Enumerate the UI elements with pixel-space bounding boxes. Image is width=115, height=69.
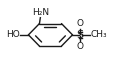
Text: H₂N: H₂N xyxy=(32,8,49,17)
Text: O: O xyxy=(76,19,83,28)
Text: HO: HO xyxy=(6,30,20,39)
Text: CH₃: CH₃ xyxy=(89,30,106,39)
Text: S: S xyxy=(76,30,83,40)
Text: O: O xyxy=(76,42,83,51)
